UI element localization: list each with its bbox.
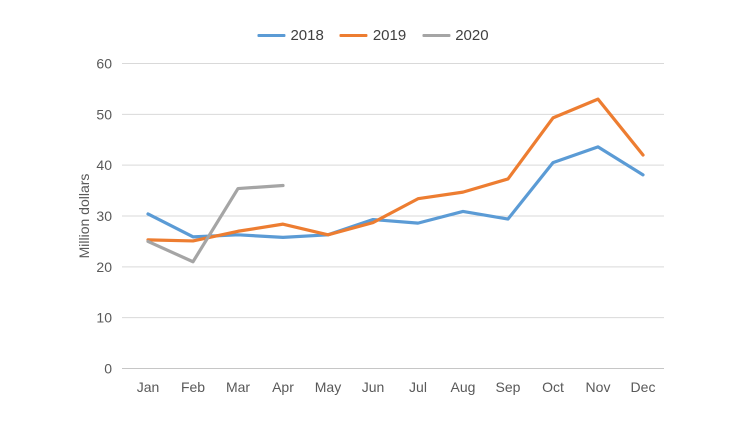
- legend-swatch-2020: [422, 34, 451, 37]
- y-tick-label-30: 30: [96, 208, 112, 224]
- x-tick-label-nov: Nov: [586, 379, 611, 395]
- series-line-2018: [146, 145, 645, 239]
- legend-swatch-2018: [257, 34, 286, 37]
- y-tick-label-20: 20: [96, 259, 112, 275]
- x-tick-label-jan: Jan: [137, 379, 160, 395]
- series-line-2020: [146, 183, 285, 264]
- chart-legend: 2018 2019 2020: [249, 28, 496, 43]
- x-tick-label-feb: Feb: [181, 379, 205, 395]
- x-tick-label-sep: Sep: [496, 379, 521, 395]
- x-tick-label-jun: Jun: [362, 379, 385, 395]
- y-tick-label-10: 10: [96, 310, 112, 326]
- x-tick-label-mar: Mar: [226, 379, 250, 395]
- legend-item-2020: 2020: [422, 27, 489, 44]
- x-tick-label-may: May: [315, 379, 341, 395]
- y-tick-label-60: 60: [96, 56, 112, 72]
- legend-item-2018: 2018: [257, 27, 324, 44]
- x-tick-label-oct: Oct: [542, 379, 564, 395]
- x-tick-label-jul: Jul: [409, 379, 427, 395]
- series-line-2019: [146, 97, 645, 243]
- x-tick-label-aug: Aug: [451, 379, 476, 395]
- x-tick-label-dec: Dec: [631, 379, 656, 395]
- legend-label-2018: 2018: [290, 27, 324, 44]
- legend-label-2020: 2020: [455, 27, 489, 44]
- x-tick-label-apr: Apr: [272, 379, 294, 395]
- legend-item-2019: 2019: [339, 27, 407, 44]
- y-tick-label-0: 0: [104, 361, 112, 377]
- legend-label-2019: 2019: [372, 27, 407, 44]
- y-tick-label-50: 50: [96, 106, 112, 122]
- y-tick-label-40: 40: [96, 157, 112, 173]
- legend-swatch-2019: [339, 34, 368, 37]
